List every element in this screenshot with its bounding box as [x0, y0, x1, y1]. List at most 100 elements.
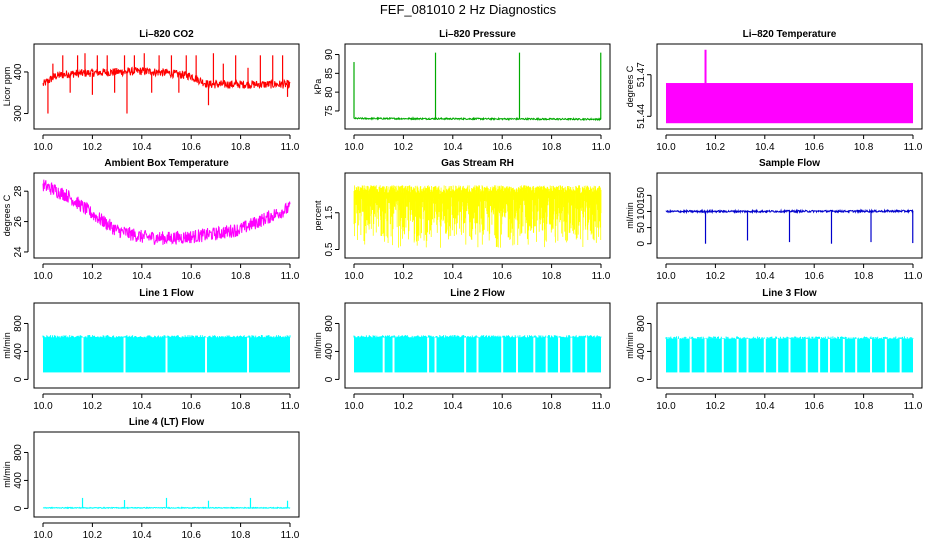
y-tick-label: 0: [324, 376, 335, 382]
flow-band-segment: [125, 337, 166, 373]
flow-band-segment: [830, 338, 843, 373]
flow-band-segment: [43, 337, 82, 373]
flow-band-segment: [466, 337, 477, 373]
x-tick-label: 10.2: [83, 401, 103, 412]
panel-title: Sample Flow: [759, 158, 820, 169]
flow-band-segment: [478, 337, 502, 373]
chart-panel-8: Line 2 Flow 10.0 10.2 10.4 10.6 10.8 11.0 0 400 8…: [313, 288, 611, 412]
x-tick-label: 10.2: [706, 271, 726, 282]
x-tick-label: 11.0: [281, 271, 300, 282]
flow-band-segment: [248, 337, 290, 373]
panel-title: Li–820 Pressure: [439, 29, 516, 40]
y-tick-label: 0: [13, 505, 24, 511]
chart-panel-9: Line 3 Flow 10.0 10.2 10.4 10.6 10.8 11.0 0 400 8…: [625, 288, 923, 412]
flow-band-edge: [353, 335, 602, 338]
y-tick-label: 100: [636, 203, 647, 220]
x-tick-label: 11.0: [592, 142, 611, 153]
flow-band-edge: [665, 336, 914, 339]
flow-band-segment: [559, 337, 571, 373]
y-tick-label: 800: [13, 444, 24, 461]
flow-band-segment: [666, 338, 678, 373]
x-tick-label: 10.4: [755, 401, 775, 412]
flow-band-segment: [691, 338, 705, 373]
y-tick-label: 90: [324, 49, 335, 61]
y-tick-label: 85: [324, 67, 335, 79]
x-tick-label: 10.6: [492, 401, 512, 412]
data-series: [353, 185, 602, 248]
chart-panel-1: Li–820 CO2 10.0 10.2 10.4 10.6 10.8 11.0 300 400…: [2, 29, 300, 153]
flow-band-edge: [42, 335, 291, 338]
y-tick-label: 400: [324, 343, 335, 360]
x-tick-label: 10.8: [231, 142, 251, 153]
chart-panel-5: Gas Stream RH 10.0 10.2 10.4 10.6 10.8 11.0 0.5…: [313, 158, 611, 282]
y-tick-label: 800: [636, 315, 647, 332]
y-axis-label: degrees C: [2, 194, 12, 236]
series-line: [42, 179, 291, 246]
y-tick-label: 400: [13, 472, 24, 489]
y-tick-label: 1.5: [324, 205, 335, 219]
flow-band-segment: [901, 338, 913, 373]
figure-title: FEF_081010 2 Hz Diagnostics: [380, 2, 557, 17]
panel-title: Ambient Box Temperature: [104, 158, 229, 169]
x-tick-label: 11.0: [281, 401, 300, 412]
y-axis-label: ml/min: [2, 461, 12, 488]
y-axis-label: percent: [313, 200, 323, 231]
x-tick-label: 10.6: [804, 401, 824, 412]
x-tick-label: 10.8: [854, 142, 874, 153]
flow-band-segment: [436, 337, 465, 373]
plot-frame: [344, 172, 611, 259]
x-tick-label: 10.8: [542, 142, 562, 153]
x-tick-label: 10.8: [854, 271, 874, 282]
y-tick-label: 51.47: [636, 62, 647, 87]
y-axis-label: kPa: [313, 79, 323, 95]
y-tick-label: 24: [13, 246, 24, 258]
flow-band-segment: [572, 337, 586, 373]
x-tick-label: 10.4: [443, 271, 463, 282]
x-tick-label: 10.2: [394, 401, 414, 412]
x-tick-label: 10.2: [394, 271, 414, 282]
chart-panel-2: Li–820 Pressure 10.0 10.2 10.4 10.6 10.8 11.0 7…: [313, 29, 611, 153]
flow-band-segment: [167, 337, 206, 373]
y-tick-label: 400: [636, 343, 647, 360]
flow-band-segment: [765, 338, 777, 373]
flow-band-segment: [666, 83, 913, 124]
x-tick-label: 10.0: [344, 401, 364, 412]
y-tick-label: 400: [13, 63, 24, 80]
flow-band-segment: [857, 338, 871, 373]
x-tick-label: 10.6: [804, 142, 824, 153]
x-tick-label: 11.0: [904, 142, 923, 153]
panel-title: Li–820 Temperature: [743, 29, 837, 40]
y-tick-label: 0.5: [324, 242, 335, 256]
x-tick-label: 10.0: [344, 271, 364, 282]
flow-band-segment: [587, 337, 601, 373]
chart-panel-4: Ambient Box Temperature 10.0 10.2 10.4 10.6 1…: [2, 158, 300, 282]
flow-band-segment: [820, 338, 829, 373]
data-series: [42, 335, 291, 373]
flow-band-segment: [503, 337, 517, 373]
y-tick-label: 800: [13, 315, 24, 332]
panel-title: Line 4 (LT) Flow: [129, 417, 205, 428]
x-tick-label: 11.0: [904, 401, 923, 412]
data-series: [665, 208, 914, 244]
flow-band-segment: [790, 338, 806, 373]
x-tick-label: 10.4: [443, 401, 463, 412]
plot-frame: [33, 43, 300, 130]
panel-title: Li–820 CO2: [139, 29, 194, 40]
y-axis-label: ml/min: [2, 332, 12, 359]
flow-band-segment: [535, 337, 546, 373]
x-tick-label: 10.2: [83, 142, 103, 153]
x-tick-label: 10.8: [231, 401, 251, 412]
x-tick-label: 10.2: [83, 530, 103, 540]
flow-band-segment: [886, 338, 900, 373]
data-series: [666, 49, 913, 124]
rh-band: [353, 185, 602, 248]
x-tick-label: 11.0: [281, 142, 300, 153]
x-tick-label: 10.6: [181, 142, 201, 153]
data-series: [665, 336, 914, 373]
y-tick-label: 0: [636, 240, 647, 246]
x-tick-label: 11.0: [904, 271, 923, 282]
data-series: [42, 53, 291, 114]
flow-band-segment: [679, 338, 690, 373]
x-tick-label: 10.6: [492, 142, 512, 153]
